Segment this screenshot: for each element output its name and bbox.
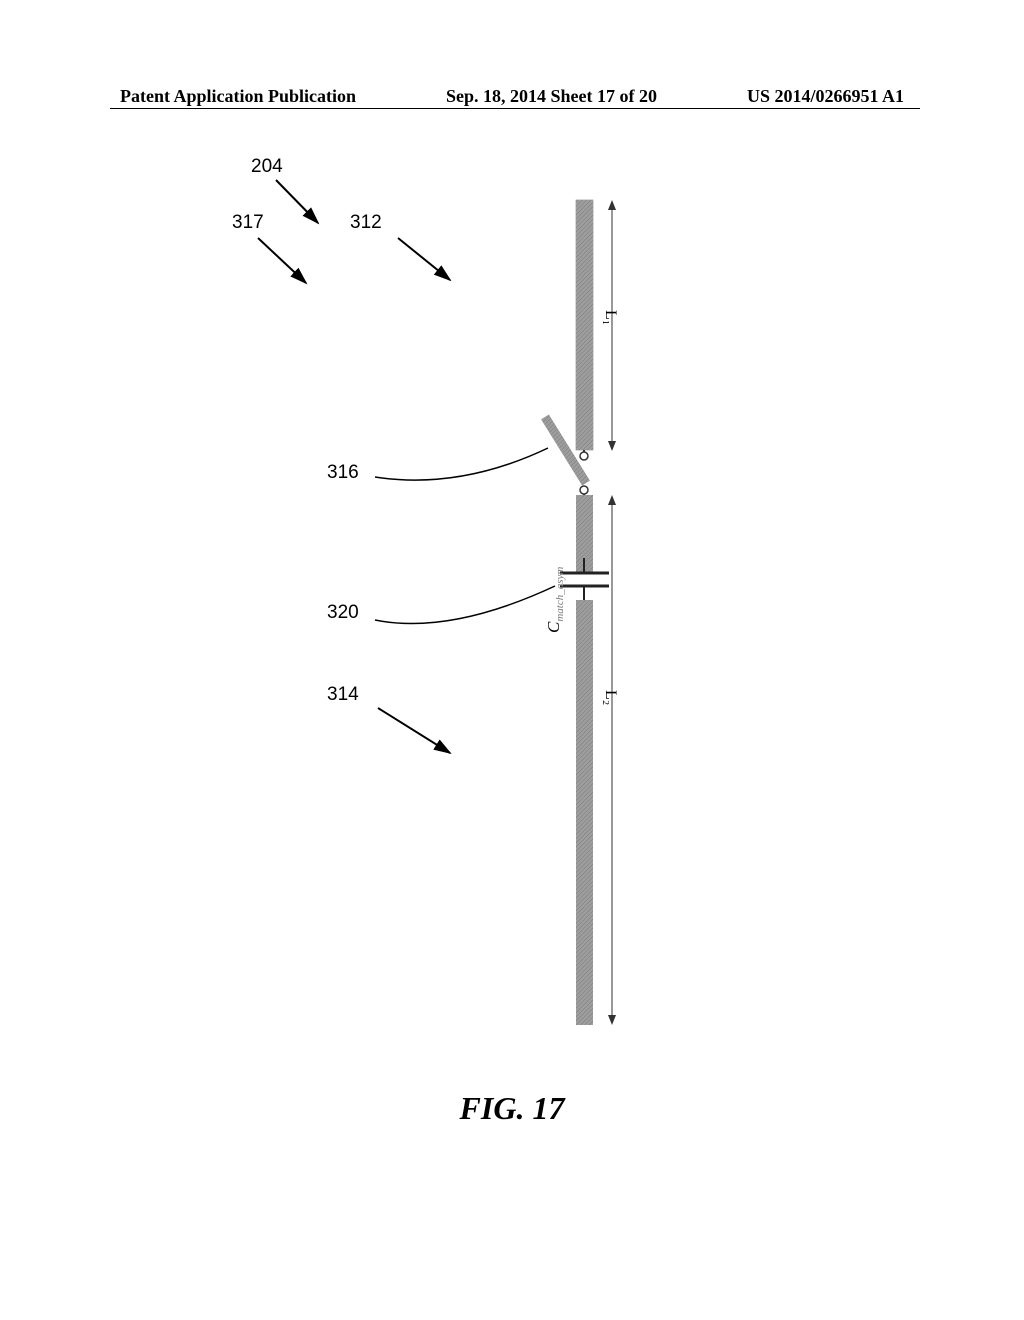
- header-left: Patent Application Publication: [120, 86, 356, 107]
- antenna-top-bar: [576, 200, 593, 450]
- header-right: US 2014/0266951 A1: [747, 86, 904, 107]
- switch-terminal-bot: [580, 486, 588, 494]
- ref-arrow-312: [398, 238, 450, 280]
- label-L2: L₂: [601, 690, 619, 705]
- header-rule: [110, 108, 920, 109]
- ref-320: 320: [327, 602, 359, 624]
- label-L1: L₁: [601, 310, 619, 325]
- figure-17: 204 317 312 316 320 314 L₁ L₂ Cmatch_asy…: [0, 150, 1024, 1150]
- ref-312: 312: [350, 212, 382, 234]
- ref-316: 316: [327, 462, 359, 484]
- ref-leader-320: [375, 586, 555, 624]
- switch-terminal-top: [580, 452, 588, 460]
- page-header: Patent Application Publication Sep. 18, …: [0, 86, 1024, 107]
- figure-svg: [0, 150, 1024, 1150]
- ref-arrow-314: [378, 708, 450, 753]
- ref-314: 314: [327, 684, 359, 706]
- antenna-bottom-lower: [576, 600, 593, 1025]
- figure-caption: FIG. 17: [0, 1090, 1024, 1127]
- ref-leader-316: [375, 448, 548, 480]
- ref-204: 204: [251, 156, 283, 178]
- ref-arrow-204: [276, 180, 318, 223]
- label-Cmatch: Cmatch_asym: [544, 567, 566, 633]
- ref-arrow-317: [258, 238, 306, 283]
- ref-317: 317: [232, 212, 264, 234]
- header-center: Sep. 18, 2014 Sheet 17 of 20: [446, 86, 657, 107]
